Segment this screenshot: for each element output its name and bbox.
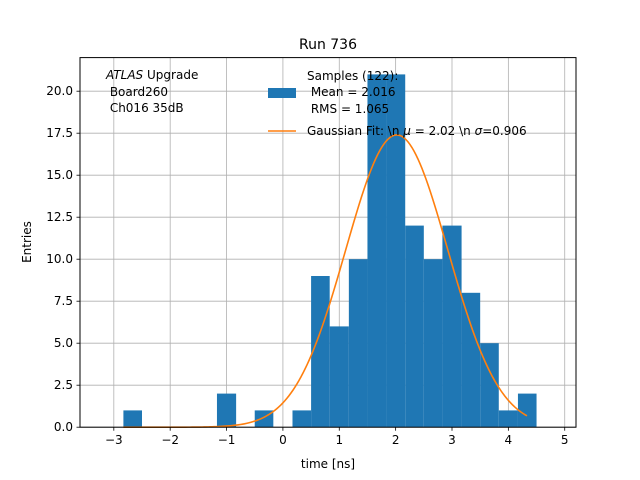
- histogram-bar: [461, 292, 481, 428]
- annotation: ATLAS Upgrade Board260 Ch016 35dB: [105, 68, 198, 115]
- x-tick-label: 4: [505, 433, 513, 447]
- histogram-bar: [517, 393, 537, 428]
- histogram-bar: [498, 410, 518, 428]
- x-tick-label: 2: [392, 433, 400, 447]
- histogram-bar: [329, 326, 349, 428]
- histogram-bar: [216, 393, 237, 428]
- legend-hist-line-2: Mean = 2.016: [307, 85, 396, 99]
- legend-hist-line-3: RMS = 1.065: [307, 102, 389, 116]
- legend-fit-part-2: = 2.02 \n: [411, 124, 475, 138]
- y-tick-label: 5.0: [54, 336, 73, 350]
- x-axis-label: time [ns]: [301, 457, 355, 471]
- annotation-line-2: Board260: [106, 85, 168, 99]
- legend-hist-swatch: [268, 88, 296, 98]
- histogram-bar: [348, 259, 368, 428]
- y-tick-label: 0.0: [54, 420, 73, 434]
- y-tick-label: 20.0: [46, 84, 73, 98]
- histogram-bar: [292, 410, 312, 428]
- y-tick-label: 10.0: [46, 252, 73, 266]
- x-tick-label: 1: [335, 433, 343, 447]
- y-tick-label: 15.0: [46, 168, 73, 182]
- y-axis-label: Entries: [20, 221, 34, 263]
- histogram-bars: [123, 74, 537, 428]
- annotation-atlas: ATLAS: [105, 68, 144, 82]
- histogram-bar: [480, 343, 499, 428]
- y-tick-label: 2.5: [54, 378, 73, 392]
- annotation-line-3: Ch016 35dB: [106, 101, 184, 115]
- annotation-upgrade-text: Upgrade: [147, 68, 198, 82]
- y-tick-label: 12.5: [46, 210, 73, 224]
- y-axis-ticks: 0.0 2.5 5.0 7.5 10.0 12.5 15.0 17.5 20.0: [46, 84, 80, 434]
- x-tick-label: −2: [161, 433, 179, 447]
- histogram-bar: [123, 410, 142, 428]
- x-tick-label: 3: [448, 433, 456, 447]
- legend-fit-label: Gaussian Fit: \n μ = 2.02 \n σ=0.906: [307, 124, 527, 138]
- histogram-bar: [405, 225, 424, 428]
- plot-frame: [79, 57, 577, 428]
- chart-title: Run 736: [299, 37, 357, 53]
- histogram-bar: [442, 225, 462, 428]
- histogram-bar: [367, 74, 387, 428]
- annotation-line-1: ATLAS Upgrade: [105, 68, 198, 82]
- legend: Samples (122): Mean = 2.016 RMS = 1.065 …: [268, 69, 527, 138]
- y-tick-label: 17.5: [46, 126, 73, 140]
- x-tick-label: 5: [561, 433, 569, 447]
- x-tick-label: 0: [279, 433, 287, 447]
- legend-hist-line-1: Samples (122):: [307, 69, 398, 83]
- y-tick-label: 7.5: [54, 294, 73, 308]
- legend-fit-sigma: σ: [475, 124, 483, 138]
- x-tick-label: −1: [218, 433, 236, 447]
- x-axis-ticks: −3 −2 −1 0 1 2 3 4 5: [105, 427, 569, 447]
- histogram-bar: [423, 259, 443, 428]
- x-tick-label: −3: [105, 433, 123, 447]
- legend-fit-mu: μ: [402, 124, 411, 138]
- histogram-bar: [311, 276, 330, 428]
- legend-fit-part-3: =0.906: [482, 124, 526, 138]
- histogram-bar: [386, 74, 406, 428]
- legend-fit-part-1: Gaussian Fit: \n: [307, 124, 403, 138]
